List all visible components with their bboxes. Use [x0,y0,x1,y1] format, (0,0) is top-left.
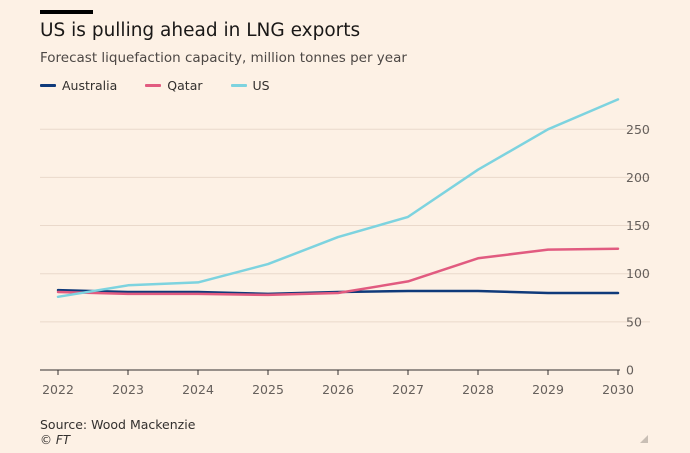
y-tick-label-250: 250 [626,122,650,137]
chart-subtitle: Forecast liquefaction capacity, million … [40,50,407,66]
x-tick-label-2027: 2027 [392,382,424,397]
x-tick-label-2030: 2030 [602,382,634,397]
y-tick-label-200: 200 [626,170,650,185]
legend-label-us: US [252,78,270,93]
legend-swatch-qatar [145,84,162,87]
legend-label-australia: Australia [62,78,118,93]
x-tick-label-2024: 2024 [182,382,214,397]
x-tick-label-2022: 2022 [42,382,74,397]
copyright: © FT [40,433,71,447]
x-tick-label-2029: 2029 [532,382,564,397]
legend: Australia Qatar US [40,78,298,93]
y-tick-label-0: 0 [626,363,634,378]
resize-handle-icon [640,435,648,443]
legend-swatch-us [230,84,247,87]
x-tick-label-2023: 2023 [112,382,144,397]
chart-title: US is pulling ahead in LNG exports [40,20,361,41]
y-tick-label-50: 50 [626,314,642,329]
x-tick-label-2028: 2028 [462,382,494,397]
y-tick-label-150: 150 [626,218,650,233]
x-tick-label-2026: 2026 [322,382,354,397]
series-line-qatar [56,247,620,297]
y-tick-label-100: 100 [626,266,650,281]
legend-label-qatar: Qatar [167,78,203,93]
legend-item-qatar: Qatar [145,78,203,93]
source-note: Source: Wood Mackenzie [40,417,196,432]
brand-bar [40,10,93,14]
legend-item-us: US [230,78,270,93]
x-tick-label-2025: 2025 [252,382,284,397]
legend-item-australia: Australia [40,78,117,93]
legend-swatch-australia [40,84,56,87]
